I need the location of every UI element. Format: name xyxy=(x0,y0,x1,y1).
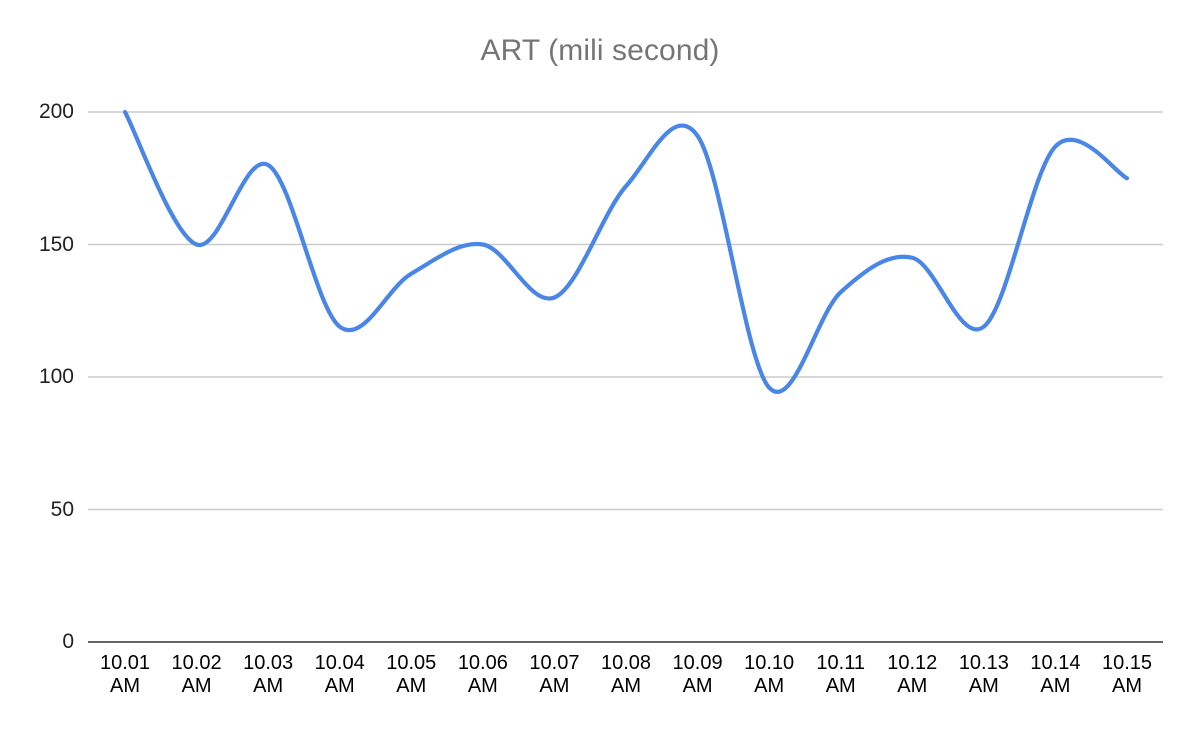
x-tick-meridiem: AM xyxy=(181,675,212,697)
x-tick-meridiem: AM xyxy=(754,675,785,697)
x-tick-meridiem: AM xyxy=(110,675,140,697)
x-tick-time: 10.14 xyxy=(1030,652,1081,674)
x-tick-10-04: 10.04 AM xyxy=(297,652,383,698)
x-tick-10-01: 10.01 AM xyxy=(82,652,168,698)
x-tick-time: 10.05 xyxy=(386,652,437,674)
x-tick-meridiem: AM xyxy=(253,675,284,697)
x-tick-time: 10.01 xyxy=(99,652,151,674)
x-tick-time: 10.10 xyxy=(744,652,795,674)
x-tick-10-11: 10.11 AM xyxy=(798,652,884,698)
x-tick-time: 10.06 xyxy=(457,652,508,674)
x-tick-time: 10.12 xyxy=(887,652,938,674)
x-tick-meridiem: AM xyxy=(467,675,498,697)
x-tick-meridiem: AM xyxy=(396,675,427,697)
x-tick-meridiem: AM xyxy=(968,675,999,697)
y-tick-200: 200 xyxy=(38,100,74,123)
x-tick-10-07: 10.07 AM xyxy=(511,652,597,698)
series-line-1 xyxy=(122,109,1130,394)
x-tick-meridiem: AM xyxy=(825,675,856,697)
x-tick-meridiem: AM xyxy=(1112,675,1142,697)
x-tick-meridiem: AM xyxy=(682,675,713,697)
x-tick-10-05: 10.05 AM xyxy=(368,652,454,698)
x-tick-time: 10.15 xyxy=(1101,652,1153,674)
y-tick-0: 0 xyxy=(62,630,74,653)
x-tick-10-02: 10.02 AM xyxy=(154,652,240,698)
x-tick-meridiem: AM xyxy=(611,675,641,697)
x-tick-meridiem: AM xyxy=(324,675,355,697)
x-tick-meridiem: AM xyxy=(897,675,928,697)
x-tick-10-10: 10.10 AM xyxy=(726,652,812,698)
x-tick-meridiem: AM xyxy=(539,675,570,697)
gridlines xyxy=(88,111,1163,643)
x-tick-time: 10.04 xyxy=(314,652,365,674)
x-tick-10-08: 10.08 AM xyxy=(583,652,669,698)
x-tick-time: 10.08 xyxy=(600,652,652,674)
x-tick-time: 10.03 xyxy=(243,652,294,674)
x-tick-10-03: 10.03 AM xyxy=(225,652,311,698)
chart-title: ART (mili second) xyxy=(480,34,720,67)
x-tick-10-12: 10.12 AM xyxy=(869,652,955,698)
y-tick-100: 100 xyxy=(38,365,74,388)
x-tick-time: 10.07 xyxy=(529,652,580,674)
x-tick-time: 10.11 xyxy=(816,652,865,674)
x-tick-time: 10.02 xyxy=(171,652,222,674)
x-tick-10-13: 10.13 AM xyxy=(941,652,1027,698)
x-tick-10-14: 10.14 AM xyxy=(1012,652,1098,698)
x-tick-10-15: 10.15 AM xyxy=(1084,652,1170,698)
y-tick-150: 150 xyxy=(38,232,74,256)
x-tick-10-09: 10.09 AM xyxy=(655,652,741,698)
x-tick-time: 10.09 xyxy=(672,652,723,674)
y-tick-50: 50 xyxy=(50,497,74,521)
x-tick-meridiem: AM xyxy=(1040,675,1071,697)
series-lines xyxy=(122,109,1130,394)
x-tick-10-06: 10.06 AM xyxy=(440,652,526,698)
x-tick-time: 10.13 xyxy=(958,652,1009,674)
